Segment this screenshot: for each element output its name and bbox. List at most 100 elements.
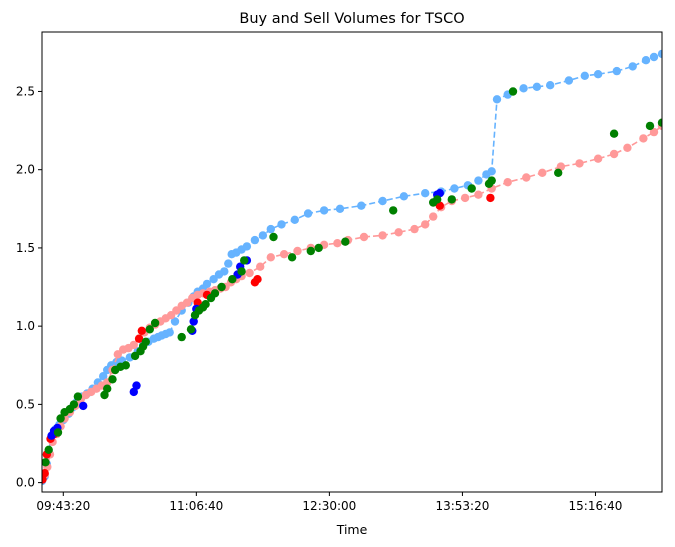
buy-point bbox=[532, 82, 542, 92]
sell-point bbox=[359, 232, 369, 242]
trade-marker bbox=[186, 325, 196, 334]
y-tick-label: 2.5 bbox=[16, 84, 35, 98]
sell-point bbox=[279, 250, 289, 259]
trade-marker bbox=[100, 390, 109, 400]
sell-highlight-point bbox=[253, 275, 262, 284]
buy-point bbox=[641, 56, 651, 65]
y-tick-label: 1.0 bbox=[16, 319, 35, 333]
buy-highlight-point bbox=[132, 381, 141, 390]
x-tick-label: 09:43:20 bbox=[36, 499, 90, 513]
buy-point bbox=[170, 317, 180, 326]
buy-point bbox=[399, 192, 409, 201]
sell-point bbox=[410, 224, 419, 234]
buy-point bbox=[250, 235, 260, 245]
trade-marker bbox=[433, 195, 442, 204]
sell-point bbox=[266, 253, 275, 262]
y-tick-label: 1.5 bbox=[16, 241, 35, 255]
trade-marker bbox=[177, 332, 186, 342]
buy-point bbox=[357, 201, 366, 210]
trade-marker bbox=[103, 384, 112, 393]
sell-point bbox=[245, 268, 254, 278]
trade-marker bbox=[306, 246, 315, 256]
trade-marker bbox=[44, 445, 53, 454]
trade-marker bbox=[121, 361, 130, 370]
buy-point bbox=[492, 95, 502, 104]
buy-point bbox=[593, 70, 603, 79]
x-axis: 09:43:20 11:06:40 12:30:00 13:53:20 15:16:40 bbox=[36, 492, 622, 513]
buy-point bbox=[209, 275, 218, 284]
trade-marker bbox=[341, 237, 350, 246]
trade-marker bbox=[145, 325, 154, 334]
x-tick-label: 13:53:20 bbox=[435, 499, 489, 513]
x-tick-label: 11:06:40 bbox=[169, 499, 223, 513]
sell-point bbox=[609, 149, 619, 159]
sell-point bbox=[256, 262, 265, 271]
buy-point bbox=[474, 176, 483, 185]
buy-point bbox=[649, 52, 659, 62]
trade-marker bbox=[150, 318, 160, 328]
marker-layer bbox=[42, 87, 662, 484]
trade-marker bbox=[645, 121, 655, 131]
sell-point bbox=[394, 228, 403, 237]
sell-point bbox=[639, 134, 648, 143]
buy-highlight-point bbox=[79, 401, 88, 411]
buy-point bbox=[421, 189, 430, 198]
sell-highlight-point bbox=[42, 469, 49, 478]
buy-point bbox=[242, 242, 252, 251]
buy-point bbox=[546, 81, 555, 90]
trade-marker bbox=[554, 168, 563, 177]
sell-highlight-point bbox=[486, 193, 495, 203]
y-tick-label: 2.0 bbox=[16, 163, 35, 177]
buy-point bbox=[303, 209, 313, 218]
sell-point bbox=[378, 231, 387, 240]
sell-point bbox=[460, 193, 470, 203]
trade-marker bbox=[73, 392, 83, 401]
chart-title: Buy and Sell Volumes for TSCO bbox=[239, 11, 464, 27]
buy-point bbox=[628, 62, 637, 71]
sell-point bbox=[113, 350, 123, 359]
sell-point bbox=[474, 190, 483, 199]
trade-marker bbox=[487, 176, 496, 185]
trade-marker bbox=[508, 87, 518, 96]
buy-highlight-point bbox=[129, 387, 138, 397]
buy-point bbox=[290, 215, 299, 224]
trade-marker bbox=[201, 300, 210, 309]
sell-point bbox=[333, 239, 342, 248]
sell-point bbox=[575, 159, 584, 168]
buy-point bbox=[202, 279, 212, 289]
buy-point bbox=[335, 204, 345, 213]
trade-marker bbox=[108, 375, 117, 384]
buy-point bbox=[487, 167, 496, 176]
sell-point bbox=[623, 143, 632, 152]
buy-point bbox=[224, 259, 233, 268]
sell-point bbox=[649, 127, 659, 137]
trade-marker bbox=[69, 400, 79, 409]
trade-marker bbox=[447, 195, 456, 204]
y-tick-label: 0.0 bbox=[16, 476, 35, 490]
trade-marker bbox=[240, 256, 249, 265]
trade-marker bbox=[314, 243, 323, 253]
sell-point bbox=[522, 173, 531, 182]
sell-point bbox=[503, 178, 512, 187]
x-axis-label: Time bbox=[336, 522, 368, 537]
trade-marker bbox=[287, 253, 297, 262]
buy-point bbox=[612, 66, 621, 76]
trade-marker bbox=[210, 289, 220, 298]
sell-highlight-point bbox=[435, 201, 444, 210]
sell-highlight-point bbox=[134, 334, 144, 343]
sell-highlight-point bbox=[42, 475, 47, 484]
sell-point bbox=[293, 246, 302, 256]
buy-point bbox=[99, 372, 108, 381]
sell-point bbox=[429, 212, 438, 221]
y-tick-label: 0.5 bbox=[16, 397, 35, 411]
trade-marker bbox=[141, 337, 150, 346]
buy-point bbox=[657, 49, 662, 59]
trade-marker bbox=[228, 275, 237, 284]
y-axis: 0.0 0.5 1.0 1.5 2.0 2.5 bbox=[16, 84, 42, 490]
buy-point bbox=[450, 184, 459, 193]
trade-marker bbox=[237, 267, 246, 276]
buy-point bbox=[564, 76, 574, 85]
sell-point bbox=[421, 220, 430, 229]
